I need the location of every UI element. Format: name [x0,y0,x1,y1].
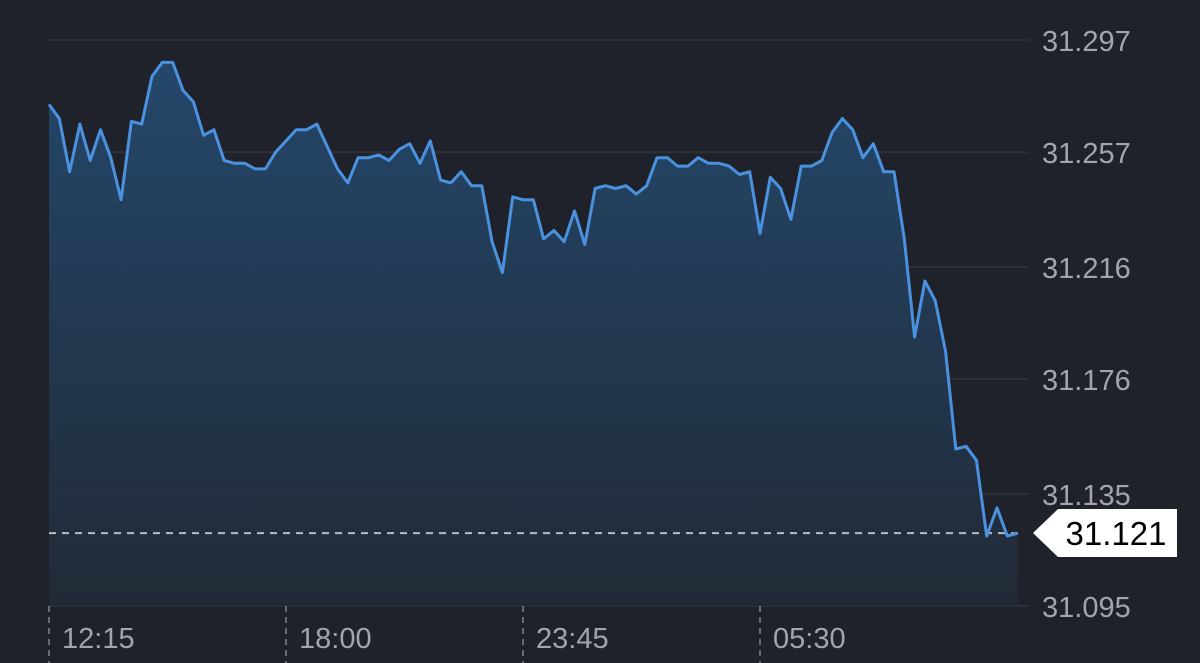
x-tick-label: 18:00 [299,623,372,655]
price-area-fill [49,62,1018,606]
x-tick-label: 23:45 [536,623,609,655]
current-price-tag: 31.121 [1033,509,1177,557]
x-axis: 12:15 18:00 23:45 05:30 [48,606,846,663]
price-line [47,60,1019,538]
y-tick-label: 31.297 [1042,26,1131,58]
y-axis: 31.297 31.257 31.216 31.176 31.135 31.095 [1042,26,1131,624]
x-tick-label: 12:15 [62,623,135,655]
y-tick-label: 31.095 [1042,592,1131,624]
y-tick-label: 31.176 [1042,365,1131,397]
current-price-label: 31.121 [1066,515,1167,552]
y-tick-label: 31.216 [1042,253,1131,285]
y-tick-label: 31.257 [1042,138,1131,170]
y-tick-label: 31.135 [1042,480,1131,512]
current-price-tag-shape [1033,509,1177,557]
x-tick-label: 05:30 [773,623,846,655]
